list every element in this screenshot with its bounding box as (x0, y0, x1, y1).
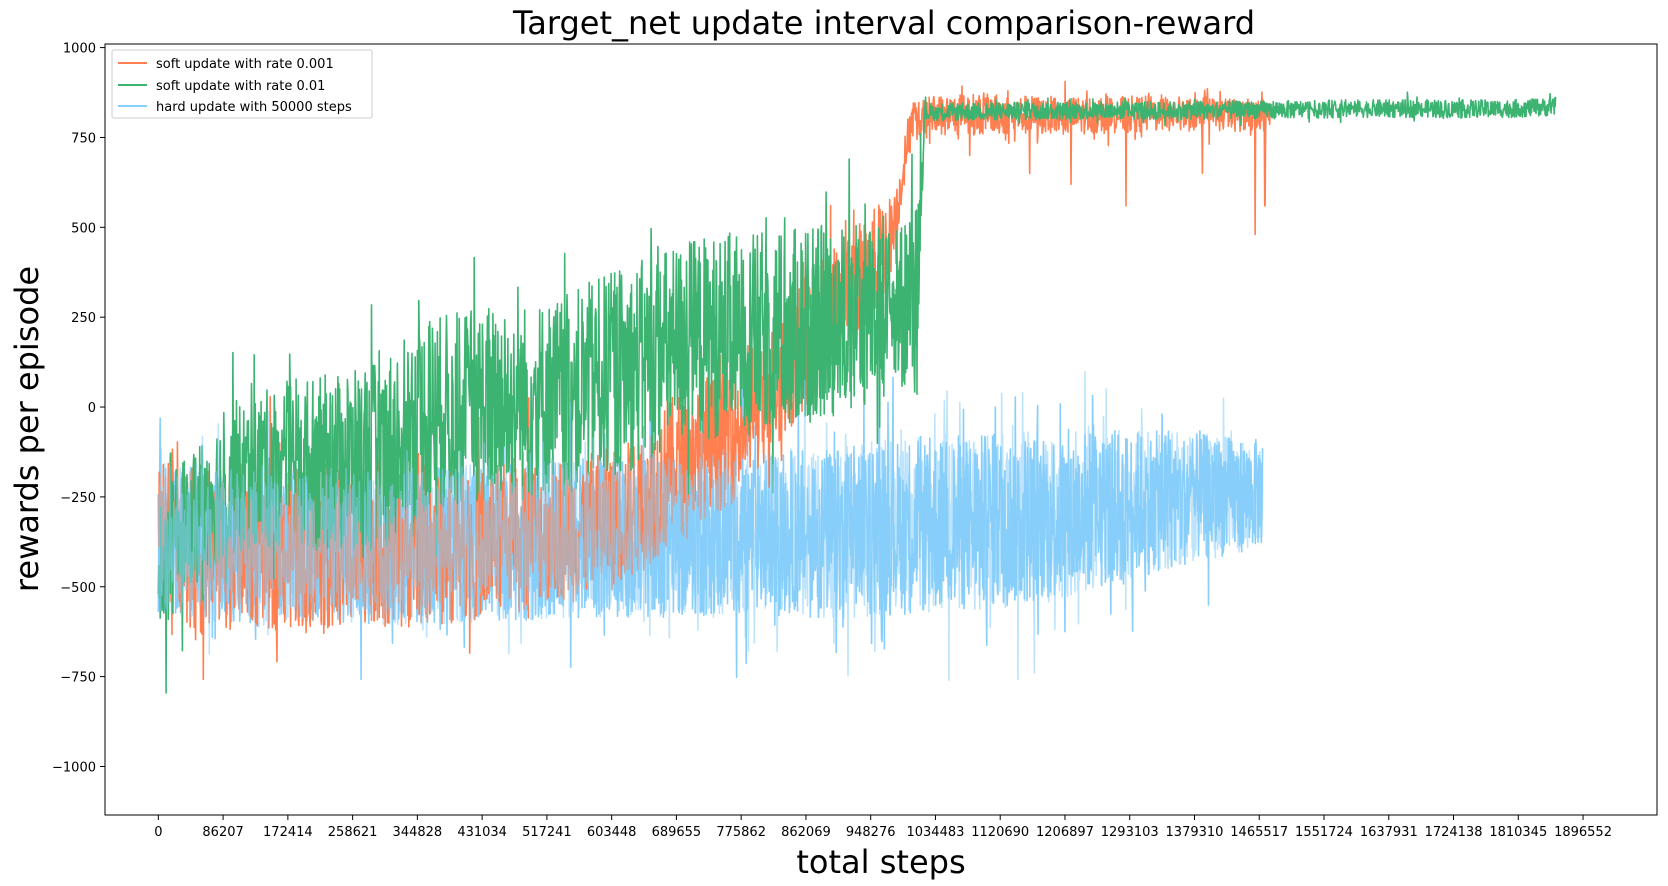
x-tick-label: 86207 (202, 825, 243, 840)
legend: soft update with rate 0.001 soft update … (111, 49, 373, 119)
x-tick-label: 431034 (457, 825, 507, 840)
series-line-overlay-2 (157, 371, 1264, 681)
y-tick-label: 1000 (63, 42, 96, 57)
x-tick-label: 1810345 (1489, 825, 1547, 840)
x-tick-label: 775862 (716, 825, 766, 840)
x-tick-label: 1465517 (1230, 825, 1288, 840)
plot-frame (104, 43, 1658, 816)
y-tick-label: 500 (71, 221, 96, 236)
y-tick-label: 750 (71, 131, 96, 146)
x-tick-label: 1120690 (971, 825, 1029, 840)
legend-label-soft-001: soft update with rate 0.01 (156, 79, 325, 94)
x-tick-label: 1896552 (1554, 825, 1612, 840)
x-tick-label: 1551724 (1295, 825, 1353, 840)
x-tick-label: 1724138 (1425, 825, 1483, 840)
y-tick-label: 250 (71, 311, 96, 326)
x-tick-label: 862069 (781, 825, 831, 840)
x-tick-label: 948276 (846, 825, 896, 840)
y-tick-label: 0 (88, 401, 96, 416)
x-tick-label: 0 (154, 825, 162, 840)
y-tick-label: −250 (60, 491, 96, 506)
x-tick-label: 172414 (263, 825, 313, 840)
y-tick-label: −500 (60, 581, 96, 596)
x-tick-label: 1206897 (1036, 825, 1094, 840)
x-tick-label: 1293103 (1101, 825, 1159, 840)
x-tick-label: 517241 (522, 825, 572, 840)
x-tick-label: 344828 (393, 825, 443, 840)
x-tick-label: 258621 (328, 825, 378, 840)
series-layer (157, 80, 1557, 694)
x-axis: 0 86207 172414 258621 344828 431034 517241 6034… (154, 815, 1612, 840)
x-tick-label: 1034483 (906, 825, 964, 840)
y-axis-title: rewards per episode (8, 266, 46, 592)
x-tick-label: 689655 (652, 825, 702, 840)
legend-box (111, 49, 373, 119)
x-tick-label: 1637931 (1360, 825, 1418, 840)
y-tick-label: −750 (60, 671, 96, 686)
legend-label-soft-0001: soft update with rate 0.001 (156, 57, 334, 72)
y-axis: −1000 −750 −500 −250 0 250 500 750 1000 (52, 42, 105, 775)
x-tick-label: 1379310 (1166, 825, 1224, 840)
chart-title: Target_net update interval comparison-re… (512, 4, 1255, 42)
y-tick-label: −1000 (52, 760, 96, 775)
legend-label-hard-50000: hard update with 50000 steps (156, 100, 352, 115)
x-axis-title: total steps (796, 843, 965, 881)
x-tick-label: 603448 (587, 825, 637, 840)
